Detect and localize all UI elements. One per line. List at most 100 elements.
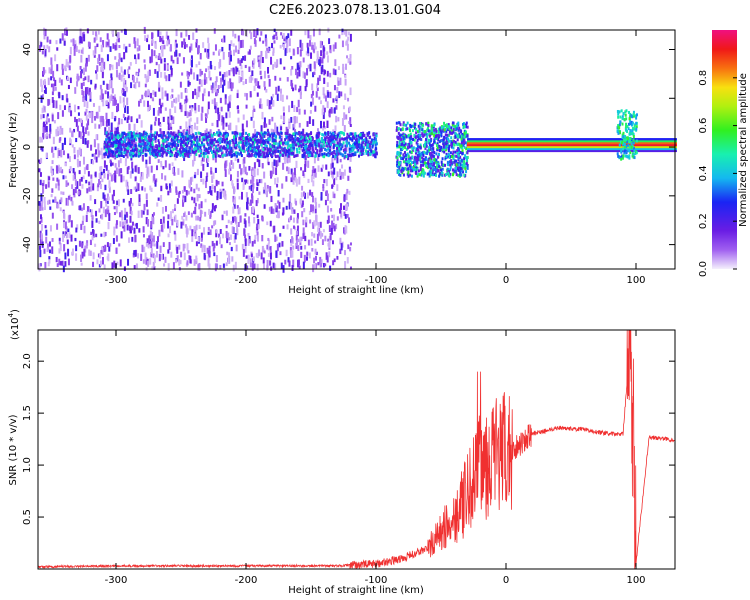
spectrogram-cell [375,142,378,146]
spectrogram-cell [253,85,256,91]
spectrogram-cell [420,170,423,174]
spectrogram-cell [285,249,288,257]
spectrogram-cell [149,185,152,191]
spectrogram-cell [338,149,341,153]
spectrogram-cell [114,45,117,51]
spectrogram-cell [244,213,247,217]
spectrogram-cell [228,124,231,131]
spectrogram-cell [448,174,451,178]
spectrogram-cell [118,134,121,138]
spectrogram-cell [318,153,321,157]
spectrogram-cell [398,151,401,155]
spectrogram-cell [232,139,235,143]
spectrogram-cell [320,196,323,201]
spectrogram-cell [293,105,296,113]
spectrogram-cell [344,74,347,79]
spectrogram-cell [325,148,328,152]
spectrogram-cell [214,152,217,156]
spectrogram-cell [427,166,430,170]
spectrogram-cell [445,152,448,156]
spectrogram-cell [273,145,276,149]
spectrogram-cell [92,183,95,191]
spectrogram-cell [135,186,138,192]
spectrogram-cell [359,151,362,155]
spectrogram-cell [256,92,259,97]
spectrogram-cell [463,142,466,146]
spectrogram-cell [167,151,170,155]
spectrogram-cell [40,137,43,143]
spectrogram-cell [309,35,312,41]
spectrogram-cell [171,100,174,108]
spectrogram-cell [149,138,152,142]
spectrogram-cell [158,152,161,156]
spectrogram-cell [224,147,227,151]
spectrogram-cell [47,181,50,188]
spectrogram-cell [146,90,149,96]
spectrogram-cell [137,152,140,156]
spectrogram-cell [294,138,297,142]
spectrogram-cell [169,226,172,234]
spectrogram-cell [132,143,135,149]
spectrogram-cell [231,226,234,234]
spectrogram-cell [53,77,56,82]
spectrogram-cell [109,172,112,177]
spectrogram-cell [359,136,362,140]
spectrogram-cell [89,195,92,201]
spectrogram-cell [43,45,46,52]
spectrogram-cell [107,136,110,140]
spectrogram-cell [45,184,48,189]
spectrogram-cell [289,138,292,142]
spectrogram-cell [298,122,301,128]
spectrogram-cell [307,47,310,54]
spectrogram-cell [45,236,48,244]
spectrogram-cell [270,101,273,105]
spectrogram-cell [300,139,303,143]
spectrogram-cell [266,140,269,144]
spectrogram-cell [201,210,204,215]
spectrogram-cell [125,87,128,92]
spectrogram-cell [119,133,122,137]
spectrogram-cell [111,194,114,201]
spectrogram-cell [138,45,141,51]
spectrogram-cell [233,215,236,222]
spectrogram-cell [251,110,254,118]
spectrogram-cell [84,87,87,95]
spectrogram-cell [458,126,461,130]
spectrogram-cell [280,131,283,135]
spectrogram-cell [64,65,67,70]
spectrogram-cell [259,154,262,158]
spectrogram-cell [64,162,67,167]
spectrogram-cell [340,210,343,217]
spectrogram-cell [256,142,259,146]
spectrogram-cell [264,143,267,147]
spectrogram-cell [115,135,118,139]
spectrogram-cell [85,108,88,113]
spectrogram-cell [90,186,93,192]
spectrogram-cell [216,90,219,96]
spectrogram-cell [292,148,295,155]
spectrogram-cell [285,134,288,138]
spectrogram-cell [230,234,233,240]
spectrogram-cell [318,28,321,36]
spectrogram-cell [199,68,202,77]
spectrogram-cell [126,149,129,153]
spectrogram-cell [430,139,433,143]
spectrogram-cell [47,118,50,123]
spectrogram-cell [167,220,170,229]
spectrogram-cell [48,259,51,264]
spectrogram-cell [228,96,231,101]
spectrogram-cell [203,145,206,149]
spectrogram-cell [461,132,464,136]
spectrogram-cell [181,147,184,151]
spectrogram-cell [292,217,295,223]
spectrogram-cell [450,128,453,132]
spectrogram-cell [99,260,102,267]
spectrogram-cell [324,147,327,151]
spectrogram-cell [76,181,79,189]
spectrogram-cell [301,132,304,136]
spectrogram-cell [120,137,123,141]
spectrogram-cell [225,150,228,154]
spectrogram-cell [335,95,338,100]
spectrogram-cell [454,170,457,174]
spectrogram-cell [446,155,449,159]
